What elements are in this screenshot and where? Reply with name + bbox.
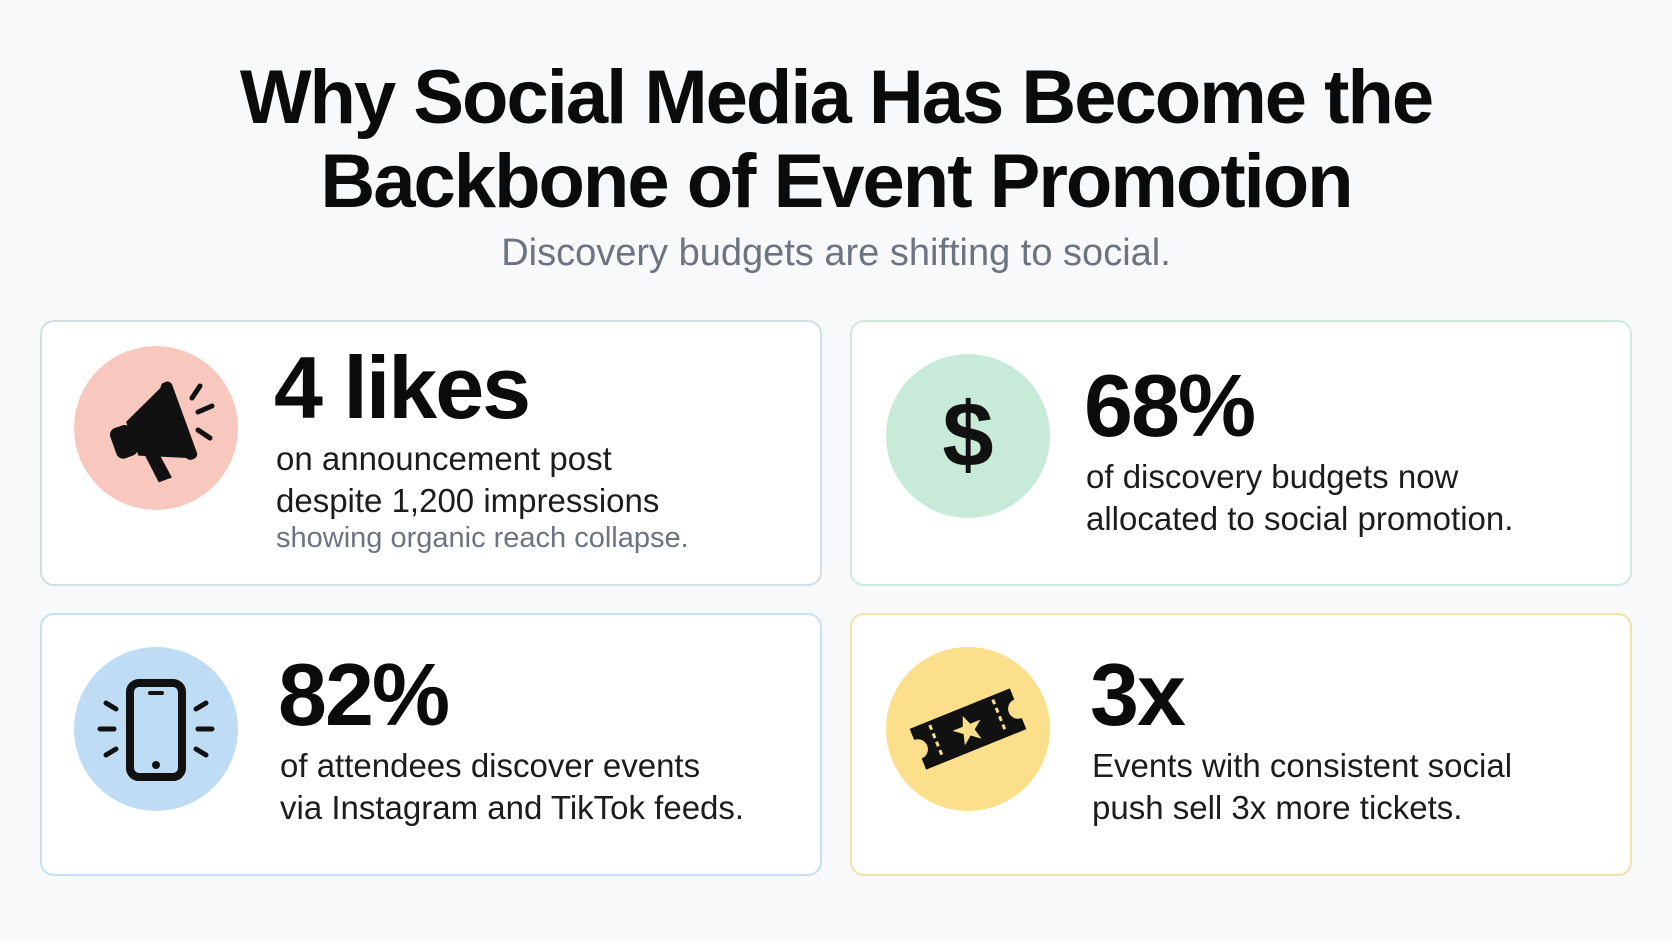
icon-circle: $ <box>886 354 1050 518</box>
stat-description: Events with consistent social push sell … <box>1092 745 1512 829</box>
stat-card-tickets: 3x Events with consistent social push se… <box>850 613 1632 876</box>
title-line-2: Backbone of Event Promotion <box>320 139 1353 224</box>
description-line-2: via Instagram and TikTok feeds. <box>280 789 745 826</box>
stat-card-likes: 4 likes on announcement post despite 1,2… <box>40 320 822 586</box>
svg-text:$: $ <box>942 384 993 486</box>
icon-circle <box>74 346 238 510</box>
stat-card-attendees: 82% of attendees discover events via Ins… <box>40 613 822 876</box>
stat-value: 68% <box>1084 356 1256 455</box>
dollar-icon: $ <box>942 384 993 486</box>
stat-card-budgets: $ 68% of discovery budgets now allocated… <box>850 320 1632 586</box>
stat-value: 3x <box>1090 645 1186 744</box>
description-line-1: Events with consistent social <box>1092 747 1513 784</box>
smartphone-icon <box>97 679 215 781</box>
description-line-2: allocated to social promotion. <box>1086 500 1514 537</box>
ticket-icon <box>909 688 1027 770</box>
description-line-2: push sell 3x more tickets. <box>1092 789 1463 826</box>
stat-description: on announcement post despite 1,200 impre… <box>276 438 659 522</box>
stat-value: 4 likes <box>274 338 531 437</box>
stat-description: of attendees discover events via Instagr… <box>280 745 744 829</box>
stat-note: showing organic reach collapse. <box>276 522 689 554</box>
stat-value: 82% <box>278 645 450 744</box>
description-line-1: on announcement post <box>276 440 612 477</box>
description-line-2: despite 1,200 impressions <box>276 482 660 519</box>
title-line-1: Why Social Media Has Become the <box>239 55 1434 140</box>
stat-description: of discovery budgets now allocated to so… <box>1086 456 1513 540</box>
icon-circle <box>886 647 1050 811</box>
icon-circle <box>74 647 238 811</box>
page-title: Why Social Media Has Become the Backbone… <box>0 56 1672 224</box>
description-line-1: of attendees discover events <box>280 747 701 784</box>
page-subtitle: Discovery budgets are shifting to social… <box>501 232 1171 274</box>
megaphone-icon <box>109 381 215 483</box>
description-line-1: of discovery budgets now <box>1086 458 1459 495</box>
